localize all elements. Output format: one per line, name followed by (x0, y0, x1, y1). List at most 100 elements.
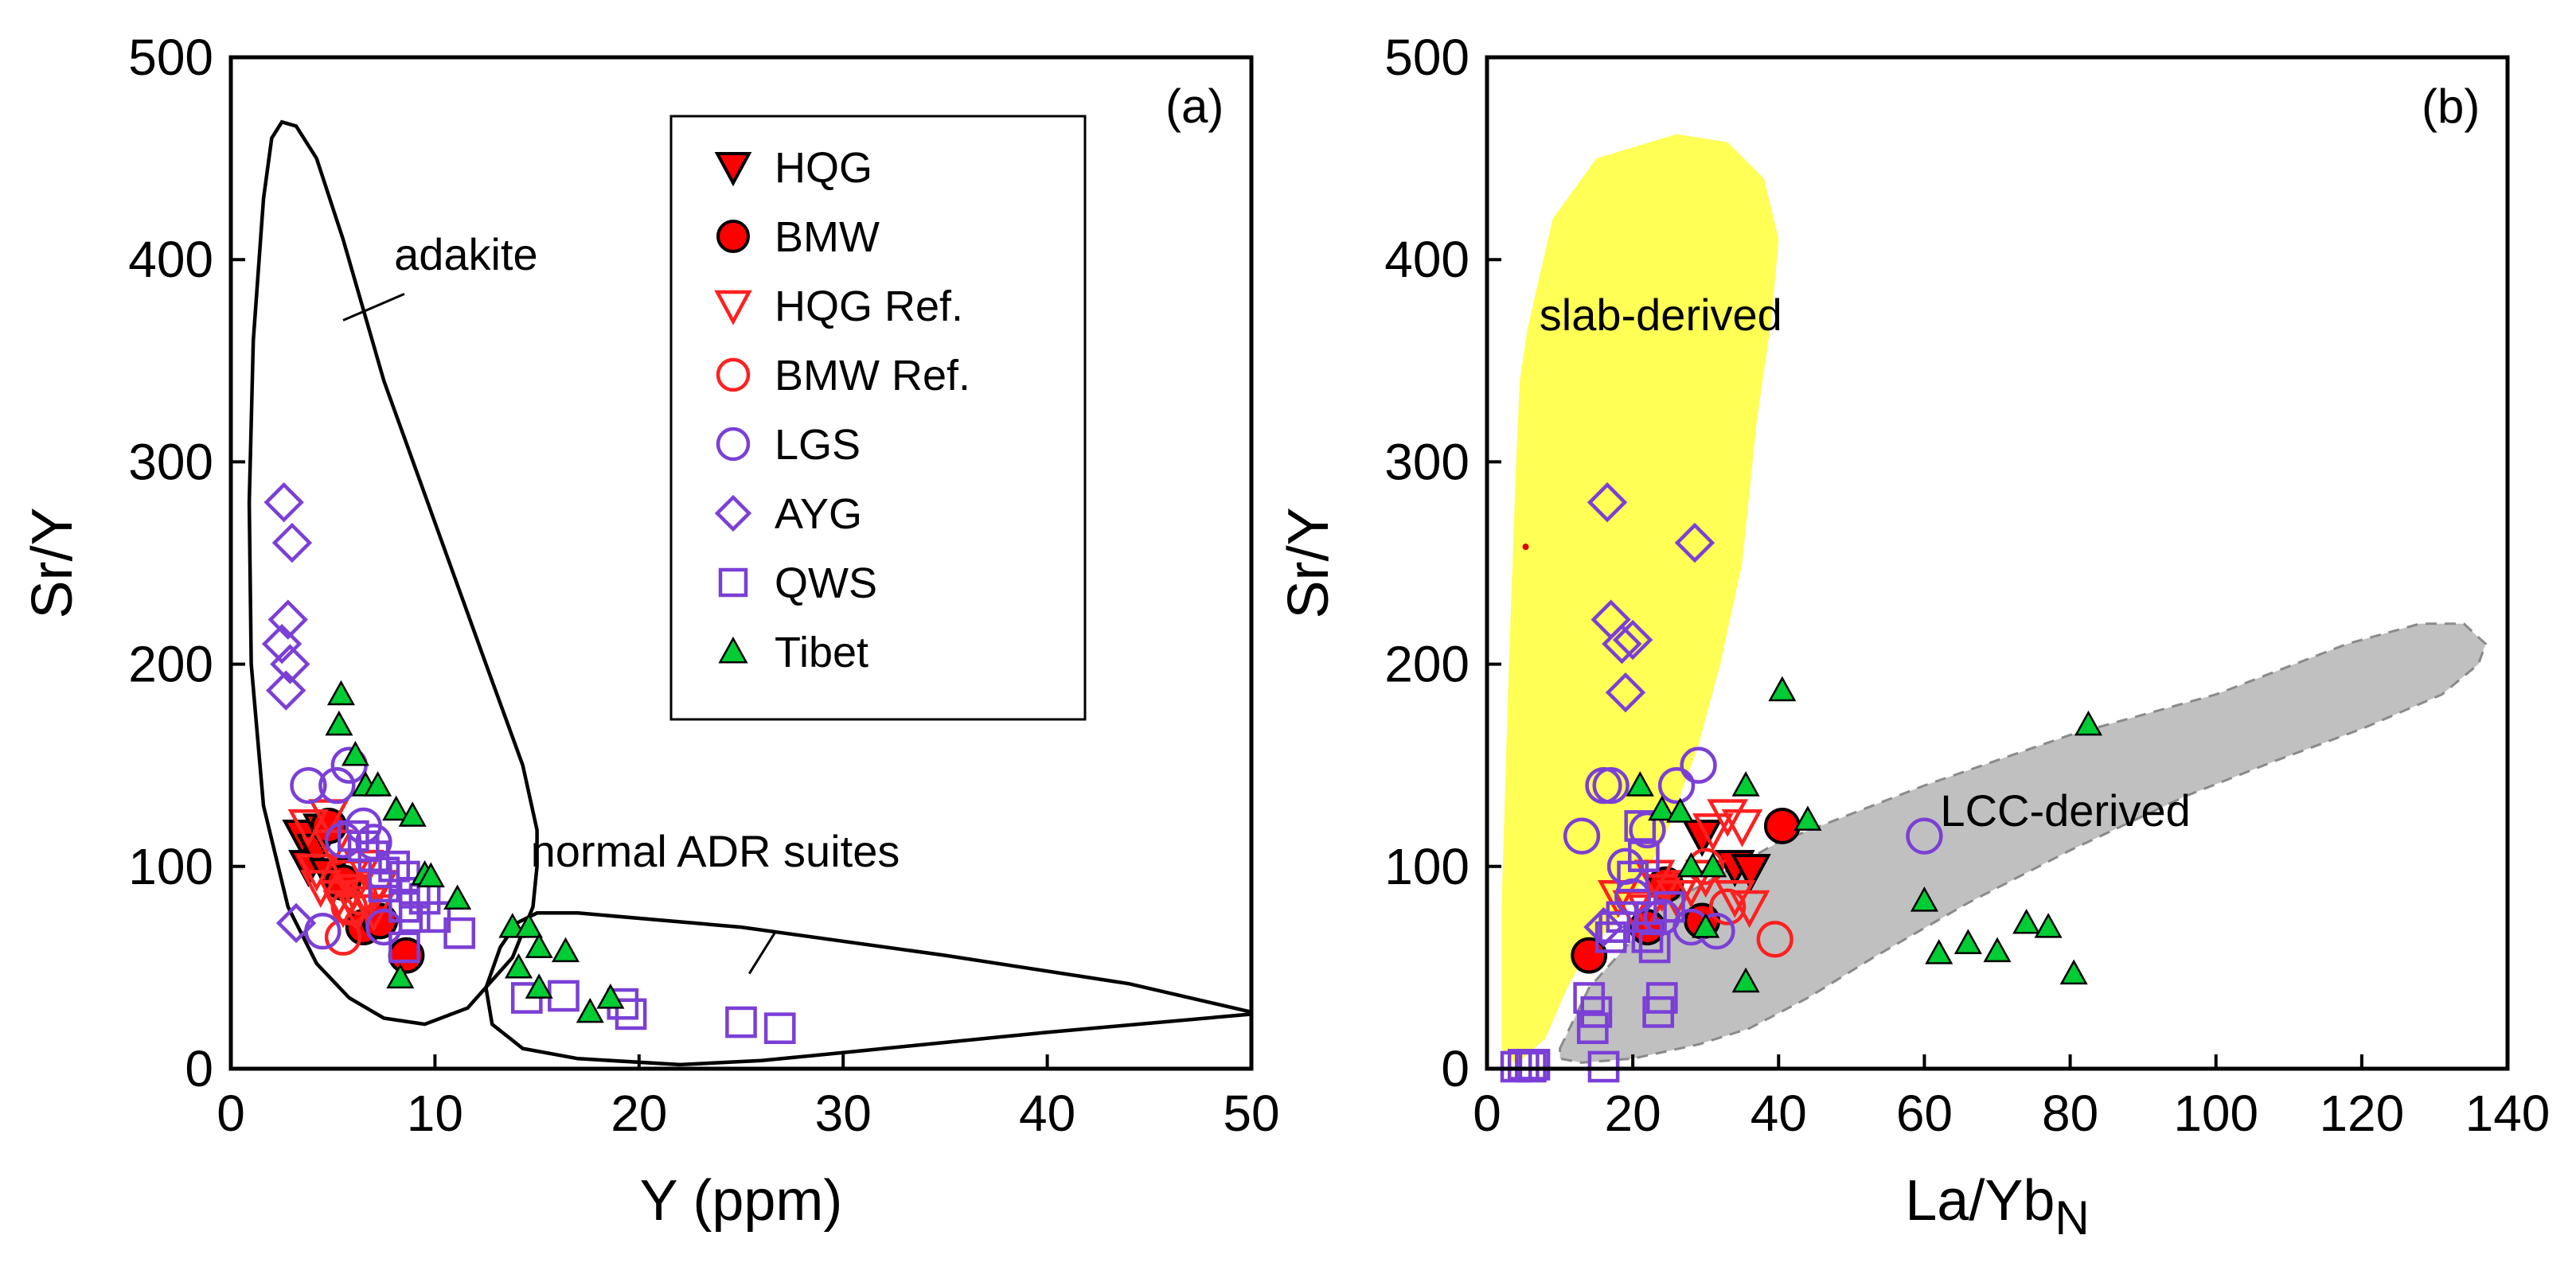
normal-adr-suites-leader-line (747, 930, 777, 975)
point-ayg (1587, 482, 1628, 523)
legend-marker-bmw (716, 220, 750, 253)
point-qws (763, 1012, 796, 1045)
point-ayg (270, 644, 310, 684)
point-hqg-ref (1707, 799, 1748, 837)
point-tibet (2034, 913, 2063, 938)
legend-item-ayg: AYG (714, 490, 862, 538)
legend-label-ayg: AYG (775, 490, 862, 538)
point-tibet (2012, 909, 2041, 934)
legend-marker-qws (718, 567, 748, 598)
x-tick-label: 0 (217, 1085, 245, 1142)
point-bmw (1763, 808, 1801, 844)
point-lgs (1592, 766, 1630, 805)
point-hqg-ref (1728, 890, 1770, 929)
normal-adr-suites-region (484, 911, 1254, 1067)
legend-label-hqg: HQG (775, 144, 872, 192)
point-qws (419, 901, 451, 933)
point-hqg-ref (312, 829, 353, 868)
point-hqg-ref (1721, 809, 1763, 847)
point-lgs (1680, 746, 1717, 784)
x-tick-label: 140 (2465, 1085, 2551, 1142)
y-tick-label: 200 (1384, 636, 1469, 693)
point-tibet (596, 984, 625, 1009)
panel-b-ticks: 0 20 40 60 80 100 120 140 0 100 200 300 400 500 (1384, 29, 2550, 1142)
legend-marker-tibet (718, 636, 748, 664)
point-ayg (275, 902, 317, 944)
legend-marker-lgs (716, 427, 751, 462)
y-tick-label: 100 (1384, 838, 1469, 895)
point-qws (398, 901, 431, 933)
point-bmw-ref (1709, 888, 1747, 925)
point-tibet (551, 937, 580, 963)
point-tibet (416, 862, 445, 888)
point-ayg (1602, 623, 1642, 664)
x-tick-label: 40 (1019, 1085, 1075, 1142)
point-ayg (263, 482, 304, 523)
point-qws (368, 871, 400, 903)
x-tick-label: 20 (611, 1085, 667, 1142)
point-tibet (1692, 913, 1720, 938)
point-hqg-ref (1684, 859, 1727, 898)
point-tibet (341, 741, 369, 766)
point-ayg (266, 670, 306, 711)
series-qws (337, 820, 796, 1045)
y-tick-label: 200 (128, 636, 213, 693)
point-qws (1653, 890, 1685, 923)
x-tick-label: 20 (1605, 1085, 1661, 1142)
point-bmw-ref (1756, 921, 1793, 958)
point-qws (725, 1006, 757, 1038)
point-tibet (1793, 805, 1822, 831)
point-qws (1617, 860, 1649, 893)
point-tibet (364, 771, 392, 797)
point-qws (1594, 921, 1627, 953)
point-qws (1515, 1050, 1547, 1083)
point-qws (1598, 911, 1631, 943)
point-hqg-ref (300, 870, 342, 908)
point-qws (337, 820, 369, 852)
legend-marker-hqg-ref (714, 290, 752, 325)
point-qws (1645, 982, 1678, 1014)
point-qws (1580, 996, 1613, 1028)
series-tibet (1626, 676, 2102, 993)
legend-item-lgs: LGS (716, 421, 861, 469)
point-hqg (1731, 854, 1771, 892)
point-qws (347, 830, 380, 863)
panel-b-tag: (b) (2422, 80, 2480, 133)
point-hqg (1681, 819, 1723, 857)
point-qws (357, 840, 390, 872)
slab-derived-region (1501, 134, 1779, 1065)
x-tick-label: 100 (2173, 1085, 2258, 1142)
point-tibet (1910, 886, 1938, 912)
x-tick-label: 50 (1223, 1085, 1279, 1142)
legend-label-tibet: Tibet (775, 629, 868, 676)
lcc-derived-region-label: LCC-derived (1940, 785, 2190, 836)
panel-b: 0 20 40 60 80 100 120 140 0 100 200 300 400 500 (b) L… (1277, 29, 2550, 1245)
point-tibet (443, 884, 472, 910)
series-tibet (325, 680, 625, 1023)
point-qws (1518, 1049, 1551, 1081)
point-tibet (1676, 851, 1705, 878)
point-lgs (1657, 766, 1696, 805)
point-tibet (525, 933, 553, 959)
series-hqg (1681, 819, 1771, 892)
point-tibet (1953, 929, 1982, 954)
point-ayg (1605, 672, 1646, 713)
point-lgs (318, 766, 356, 805)
point-lgs (1614, 878, 1652, 916)
legend-marker-hqg (714, 152, 752, 187)
point-qws (1631, 921, 1664, 953)
y-tick-label: 400 (1384, 231, 1469, 288)
panel-b-regions (1501, 134, 2488, 1065)
x-tick-label: 0 (1473, 1085, 1501, 1142)
y-tick-label: 0 (1441, 1040, 1469, 1097)
panel-a-frame (228, 55, 1254, 1071)
panel-b-x-axis-label-main: La/Yb (1905, 1169, 2055, 1233)
series-qws (1500, 810, 1685, 1083)
panel-b-points (1500, 482, 2102, 1083)
point-lgs (1563, 817, 1601, 855)
normal-adr-region-label: normal ADR suites (531, 826, 900, 876)
panel-b-x-axis-label-subscript: N (2055, 1191, 2089, 1245)
series-ayg (1583, 482, 1715, 948)
